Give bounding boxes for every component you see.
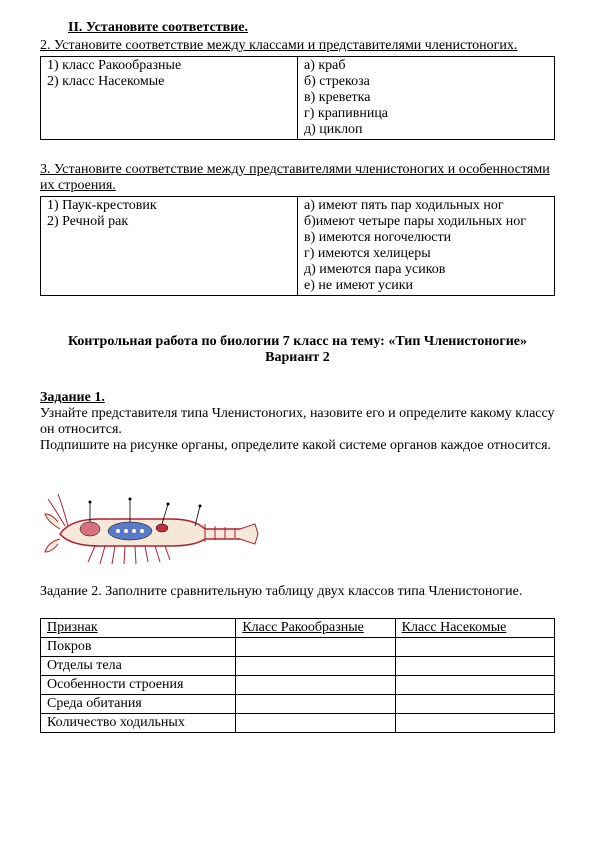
compare-row-2: Особенности строения (41, 676, 236, 695)
table2-right-3: г) имеются хелицеры (304, 246, 548, 262)
compare-header-1: Класс Ракообразные (236, 619, 395, 638)
task-2-text: Задание 2. Заполните сравнительную табли… (40, 584, 555, 600)
table-cell (236, 695, 395, 714)
table-cell: а) краб б) стрекоза в) креветка г) крапи… (298, 57, 555, 140)
variant-title: Вариант 2 (40, 350, 555, 366)
compare-row-4: Количество ходильных (41, 714, 236, 733)
table2-right-2: в) имеются ногочелюсти (304, 230, 548, 246)
table-cell: а) имеют пять пар ходильных ног б)имеют … (298, 197, 555, 296)
table2-left-1: 2) Речной рак (47, 214, 291, 230)
section-ii-title: II. Установите соответствие. (68, 20, 248, 35)
task-1-line-1: Узнайте представителя типа Членистоногих… (40, 406, 555, 438)
table2-right-0: а) имеют пять пар ходильных ног (304, 198, 548, 214)
table-cell: 1) класс Ракообразные 2) класс Насекомые (41, 57, 298, 140)
table2-right-1: б)имеют четыре пары ходильных ног (304, 214, 548, 230)
question-3-text: 3. Установите соответствие между предста… (40, 162, 555, 194)
compare-header-0: Признак (41, 619, 236, 638)
table-cell (395, 695, 554, 714)
table1-right-1: б) стрекоза (304, 74, 548, 90)
table-cell (395, 657, 554, 676)
match-table-2: 1) Паук-крестовик 2) Речной рак а) имеют… (40, 196, 555, 296)
crayfish-svg (40, 484, 260, 574)
compare-table: Признак Класс Ракообразные Класс Насеком… (40, 618, 555, 733)
table-cell (395, 638, 554, 657)
table-cell (236, 657, 395, 676)
compare-row-0: Покров (41, 638, 236, 657)
crayfish-diagram (40, 484, 260, 574)
compare-row-3: Среда обитания (41, 695, 236, 714)
table-cell (236, 676, 395, 695)
table-cell (395, 676, 554, 695)
table1-left-0: 1) класс Ракообразные (47, 58, 291, 74)
task-1-label: Задание 1. (40, 390, 105, 405)
main-title: Контрольная работа по биологии 7 класс н… (40, 334, 555, 350)
table2-left-0: 1) Паук-крестовик (47, 198, 291, 214)
task-1-line-2: Подпишите на рисунке органы, определите … (40, 438, 555, 454)
table1-right-4: д) циклоп (304, 122, 548, 138)
table-cell (395, 714, 554, 733)
compare-row-1: Отделы тела (41, 657, 236, 676)
question-2-text: 2. Установите соответствие между классам… (40, 38, 555, 54)
table1-right-2: в) креветка (304, 90, 548, 106)
table2-right-4: д) имеются пара усиков (304, 262, 548, 278)
table-cell (236, 714, 395, 733)
compare-header-2: Класс Насекомые (395, 619, 554, 638)
table1-right-3: г) крапивница (304, 106, 548, 122)
table-cell (236, 638, 395, 657)
match-table-1: 1) класс Ракообразные 2) класс Насекомые… (40, 56, 555, 140)
table1-left-1: 2) класс Насекомые (47, 74, 291, 90)
table1-right-0: а) краб (304, 58, 548, 74)
table-cell: 1) Паук-крестовик 2) Речной рак (41, 197, 298, 296)
table2-right-5: е) не имеют усики (304, 278, 548, 294)
